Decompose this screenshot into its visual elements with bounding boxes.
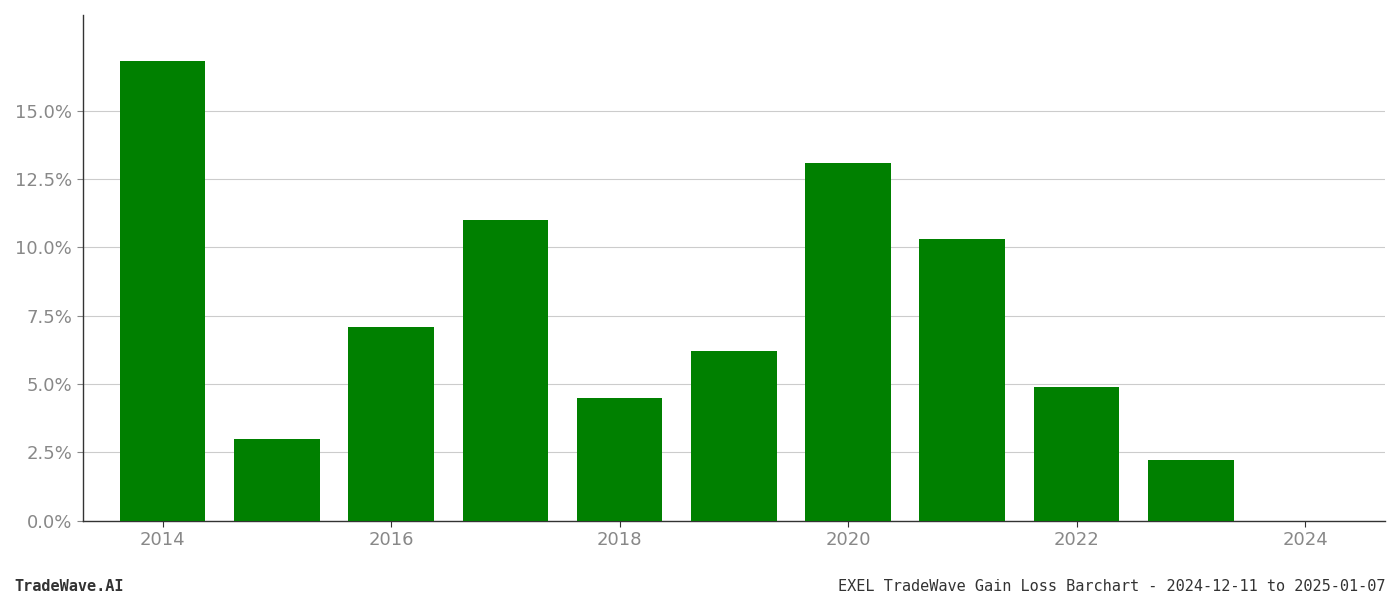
Bar [1148,460,1233,521]
Bar [462,220,549,521]
Bar [692,351,777,521]
Text: EXEL TradeWave Gain Loss Barchart - 2024-12-11 to 2025-01-07: EXEL TradeWave Gain Loss Barchart - 2024… [839,579,1386,594]
Bar [349,326,434,521]
Text: TradeWave.AI: TradeWave.AI [14,579,123,594]
Bar [234,439,319,521]
Bar [805,163,890,521]
Bar [120,61,206,521]
Bar [577,398,662,521]
Bar [920,239,1005,521]
Bar [1033,386,1120,521]
